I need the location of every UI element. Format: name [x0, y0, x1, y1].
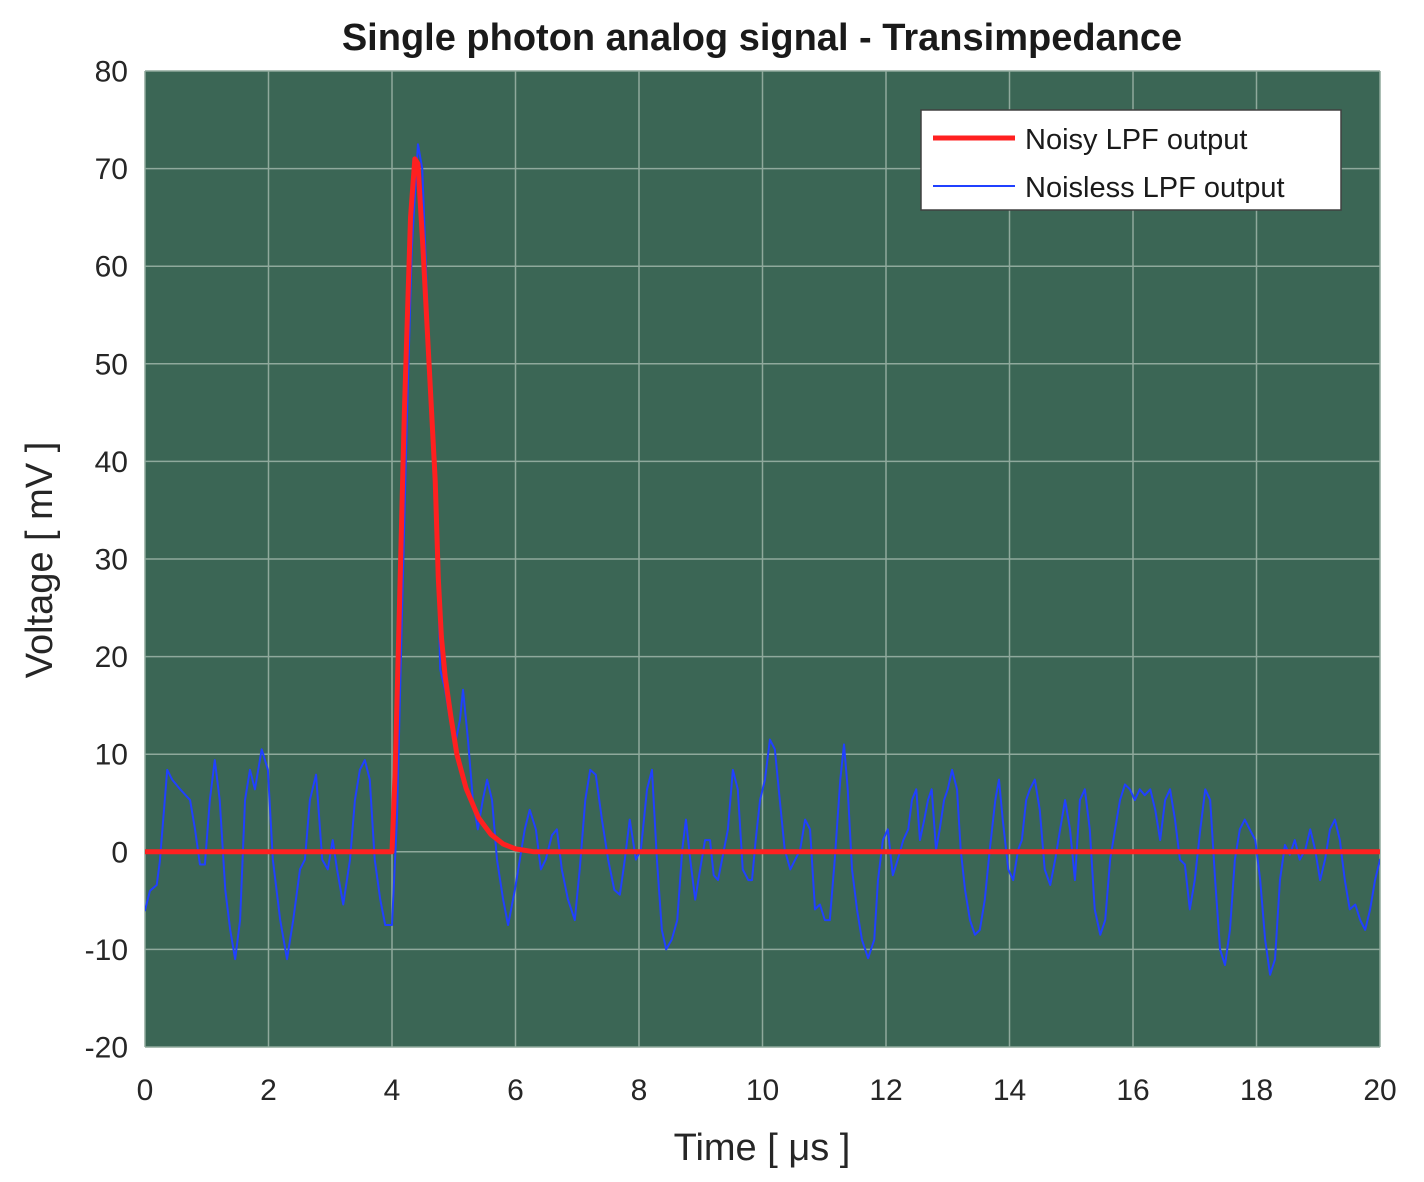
- x-tick-label: 12: [869, 1074, 902, 1107]
- x-tick-label: 18: [1240, 1074, 1273, 1107]
- y-tick-label: 80: [95, 56, 128, 89]
- x-tick-label: 20: [1363, 1074, 1396, 1107]
- x-tick-labels: 0 2 4 6 8 10 12 14 16 18 20: [137, 1074, 1397, 1107]
- series-line-noisless: [145, 143, 1380, 976]
- legend-label-noisy: Noisy LPF output: [1025, 124, 1247, 156]
- y-tick-label: 50: [95, 348, 128, 381]
- y-axis-label: Voltage [ mV ]: [19, 442, 61, 679]
- chart-title: Single photon analog signal - Transimped…: [342, 17, 1182, 59]
- legend: Noisy LPF output Noisless LPF output: [920, 109, 1342, 211]
- y-tick-label: 40: [95, 446, 128, 479]
- y-tick-label: 30: [95, 544, 128, 577]
- y-tick-label: 60: [95, 251, 128, 284]
- y-tick-label: -10: [85, 934, 128, 967]
- series-line-noisy: [145, 156, 1380, 855]
- x-tick-label: 6: [507, 1074, 524, 1107]
- x-tick-label: 10: [746, 1074, 779, 1107]
- x-tick-label: 14: [993, 1074, 1026, 1107]
- x-tick-label: 16: [1116, 1074, 1149, 1107]
- y-tick-label: 0: [111, 836, 128, 869]
- y-tick-labels: 80 70 60 50 40 30 20 10 0 -10 -20: [85, 56, 128, 1065]
- series-group: [145, 143, 1380, 976]
- x-tick-label: 2: [260, 1074, 277, 1107]
- x-tick-label: 4: [384, 1074, 401, 1107]
- y-tick-label: -20: [85, 1032, 128, 1065]
- y-tick-label: 70: [95, 153, 128, 186]
- y-tick-label: 10: [95, 739, 128, 772]
- x-tick-label: 8: [631, 1074, 648, 1107]
- x-axis-label: Time [ μs ]: [674, 1127, 851, 1169]
- x-tick-label: 0: [137, 1074, 154, 1107]
- y-tick-label: 20: [95, 641, 128, 674]
- legend-box: [920, 109, 1342, 211]
- legend-label-noisless: Noisless LPF output: [1025, 172, 1285, 204]
